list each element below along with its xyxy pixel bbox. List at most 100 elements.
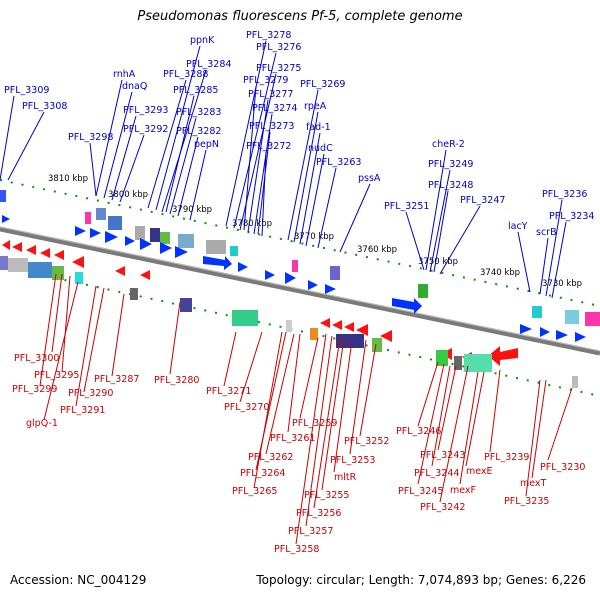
gene-label[interactable]: mltR — [334, 472, 357, 483]
gene-label[interactable]: PFL_3291 — [60, 405, 105, 416]
gene-label[interactable]: PFL_3277 — [248, 89, 293, 100]
gene-arrow[interactable] — [140, 238, 152, 250]
feature-box[interactable] — [330, 266, 340, 280]
gene-label[interactable]: PFL_3282 — [176, 126, 221, 137]
gene-label[interactable]: PFL_3278 — [246, 30, 291, 41]
gene-label[interactable]: PFL_3243 — [420, 450, 465, 461]
gene-label[interactable]: rpeA — [304, 101, 327, 112]
feature-box[interactable] — [286, 320, 292, 332]
feature-box[interactable] — [372, 338, 382, 352]
gene-arrow[interactable] — [308, 280, 318, 290]
gene-label[interactable]: mexT — [520, 478, 547, 489]
gene-label[interactable]: PFL_3285 — [173, 85, 218, 96]
feature-box[interactable] — [160, 232, 170, 244]
gene-label[interactable]: cheR-2 — [432, 139, 465, 150]
feature-box[interactable] — [8, 258, 28, 272]
gene-label[interactable]: PFL_3255 — [304, 490, 349, 501]
gene-label[interactable]: PFL_3265 — [232, 486, 277, 497]
gene-label[interactable]: PFL_3299 — [12, 384, 57, 395]
gene-arrow[interactable] — [320, 318, 330, 328]
gene-arrow[interactable] — [40, 248, 50, 258]
gene-arrow[interactable] — [54, 250, 64, 260]
gene-label[interactable]: PFL_3244 — [414, 468, 459, 479]
gene-label[interactable]: lacY — [508, 221, 528, 232]
gene-label[interactable]: PFL_3295 — [34, 370, 79, 381]
gene-label[interactable]: PFL_3269 — [300, 79, 345, 90]
gene-label[interactable]: PFL_3251 — [384, 201, 429, 212]
gene-arrow[interactable] — [160, 242, 172, 254]
feature-box[interactable] — [292, 260, 298, 272]
gene-label[interactable]: rnhA — [113, 69, 136, 80]
feature-box[interactable] — [28, 262, 52, 278]
gene-label[interactable]: glpQ-1 — [26, 418, 58, 429]
gene-label[interactable]: PFL_3230 — [540, 462, 585, 473]
gene-label[interactable]: scrB — [536, 227, 557, 238]
feature-box[interactable] — [180, 298, 192, 312]
gene-arrow[interactable] — [285, 272, 296, 284]
gene-arrow[interactable] — [2, 215, 10, 223]
feature-box[interactable] — [572, 376, 578, 388]
gene-arrow[interactable] — [203, 256, 232, 270]
gene-label[interactable]: PFL_3235 — [504, 496, 549, 507]
gene-label[interactable]: PFL_3270 — [224, 402, 269, 413]
gene-arrow[interactable] — [26, 245, 36, 255]
gene-arrow[interactable] — [2, 240, 10, 250]
gene-label[interactable]: PFL_3279 — [243, 75, 288, 86]
gene-label[interactable]: PFL_3253 — [330, 455, 375, 466]
gene-arrow[interactable] — [12, 242, 22, 252]
gene-label[interactable]: PFL_3275 — [256, 63, 301, 74]
gene-label[interactable]: PFL_3283 — [176, 107, 221, 118]
gene-arrow[interactable] — [488, 346, 518, 366]
gene-label[interactable]: PFL_3274 — [252, 103, 297, 114]
gene-label[interactable]: PFL_3252 — [344, 436, 389, 447]
feature-box[interactable] — [336, 334, 364, 348]
gene-arrow[interactable] — [332, 320, 342, 330]
feature-box[interactable] — [232, 310, 258, 326]
gene-arrow[interactable] — [115, 266, 125, 276]
gene-label[interactable]: PFL_3293 — [123, 105, 168, 116]
feature-box[interactable] — [532, 306, 542, 318]
gene-label[interactable]: PFL_3280 — [154, 375, 199, 386]
gene-label[interactable]: PFL_3284 — [186, 59, 231, 70]
gene-label[interactable]: PFL_3257 — [288, 526, 333, 537]
gene-label[interactable]: PFL_3300 — [14, 353, 59, 364]
feature-box[interactable] — [454, 356, 462, 370]
feature-box[interactable] — [130, 288, 138, 300]
feature-box[interactable] — [0, 190, 6, 202]
feature-box[interactable] — [565, 310, 579, 324]
gene-label[interactable]: mexF — [450, 485, 476, 496]
gene-label[interactable]: PFL_3246 — [396, 426, 441, 437]
feature-box[interactable] — [52, 266, 64, 280]
gene-arrow[interactable] — [392, 298, 422, 314]
gene-label[interactable]: PFL_3309 — [4, 85, 49, 96]
gene-arrow[interactable] — [140, 270, 150, 280]
gene-label[interactable]: ppnK — [190, 35, 215, 46]
gene-arrow[interactable] — [380, 330, 392, 342]
gene-arrow[interactable] — [556, 330, 568, 340]
feature-box[interactable] — [0, 256, 8, 270]
feature-box[interactable] — [150, 228, 160, 242]
gene-label[interactable]: PFL_3271 — [206, 386, 251, 397]
gene-label[interactable]: PFL_3263 — [316, 157, 361, 168]
gene-arrow[interactable] — [356, 324, 368, 336]
feature-box[interactable] — [206, 240, 226, 254]
gene-arrow[interactable] — [520, 324, 532, 334]
gene-arrow[interactable] — [575, 332, 586, 342]
gene-label[interactable]: PFL_3261 — [270, 433, 315, 444]
gene-arrow[interactable] — [238, 262, 248, 272]
gene-label[interactable]: pssA — [358, 173, 381, 184]
feature-box[interactable] — [310, 328, 318, 340]
feature-box[interactable] — [585, 312, 600, 326]
gene-arrow[interactable] — [125, 236, 135, 246]
gene-label[interactable]: fad-1 — [306, 122, 331, 133]
gene-label[interactable]: nudC — [308, 143, 333, 154]
gene-label[interactable]: PFL_3247 — [460, 195, 505, 206]
gene-arrow[interactable] — [72, 256, 84, 268]
gene-label[interactable]: PFL_3290 — [68, 388, 113, 399]
gene-arrow[interactable] — [325, 284, 336, 294]
gene-label[interactable]: PFL_3308 — [22, 101, 67, 112]
gene-label[interactable]: PFL_3256 — [296, 508, 341, 519]
gene-arrow[interactable] — [540, 327, 550, 337]
gene-label[interactable]: PFL_3272 — [246, 141, 291, 152]
gene-label[interactable]: mexE — [466, 466, 493, 477]
